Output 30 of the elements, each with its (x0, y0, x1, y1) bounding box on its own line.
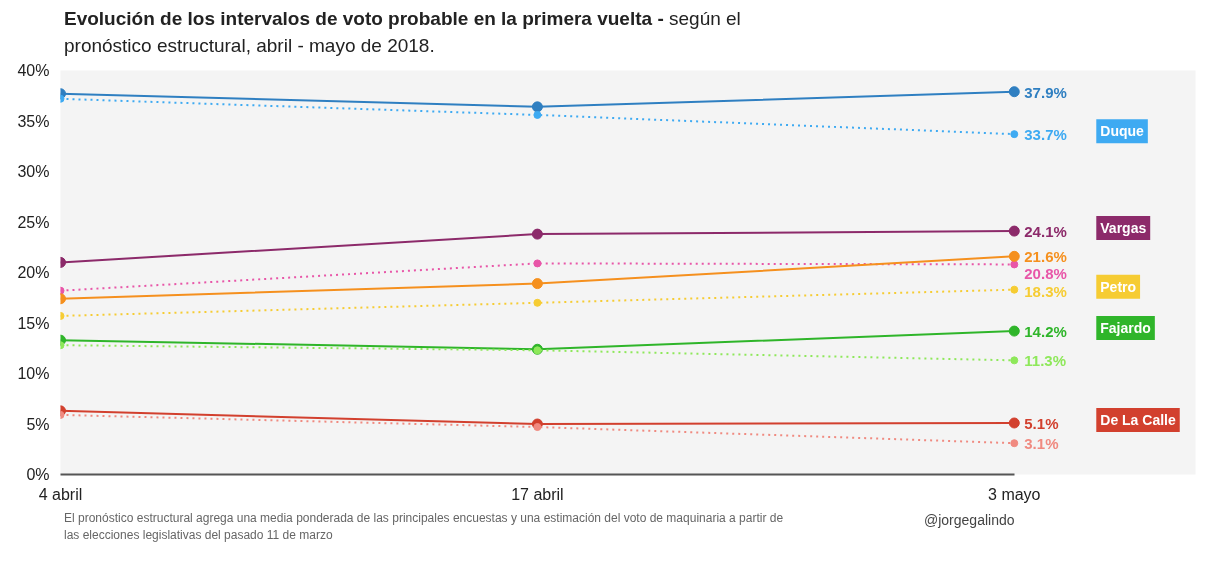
y-tick-label: 0% (26, 466, 50, 483)
data-label: 20.8% (1024, 265, 1067, 283)
text: Petro (1100, 278, 1137, 295)
data-label: 14.2% (1024, 323, 1067, 341)
y-tick-label: 15% (17, 314, 50, 332)
data-label: 3.1% (1024, 435, 1059, 453)
data-label: 24.1% (1024, 223, 1067, 241)
x-tick-label: 17 abril (511, 485, 564, 503)
data-label: 37.9% (1024, 83, 1067, 101)
chart-title: Evolución de los intervalos de voto probable en la primera vuelta - (64, 8, 664, 29)
x-tick-label: 4 abril (38, 485, 83, 503)
text: Vargas (1100, 220, 1147, 237)
data-label: 33.7% (1024, 126, 1067, 144)
y-tick-label: 40% (17, 62, 50, 79)
data-label: 5.1% (1024, 414, 1059, 432)
x-tick-label: 3 mayo (988, 485, 1041, 503)
text: @jorgegalindo (924, 511, 1015, 530)
data-label: 11.3% (1024, 352, 1066, 370)
text: De La Calle (1100, 411, 1176, 428)
text: Duque (1100, 123, 1145, 140)
y-tick-label: 35% (17, 112, 50, 130)
y-tick-label: 25% (17, 213, 50, 231)
y-tick-label: 30% (17, 163, 50, 180)
y-tick-label: 5% (26, 415, 50, 433)
data-label: 21.6% (1024, 248, 1067, 266)
y-tick-label: 20% (17, 264, 50, 281)
y-tick-label: 10% (17, 365, 50, 382)
text: Fajardo (1100, 320, 1151, 337)
data-label: 18.3% (1024, 282, 1067, 300)
text: El pronóstico estructural agrega una media ponderada de las principales encuestas y una estimación del voto de maquinaria a partir de las elecciones legislativas del pasado 11 de marzo (64, 510, 784, 545)
